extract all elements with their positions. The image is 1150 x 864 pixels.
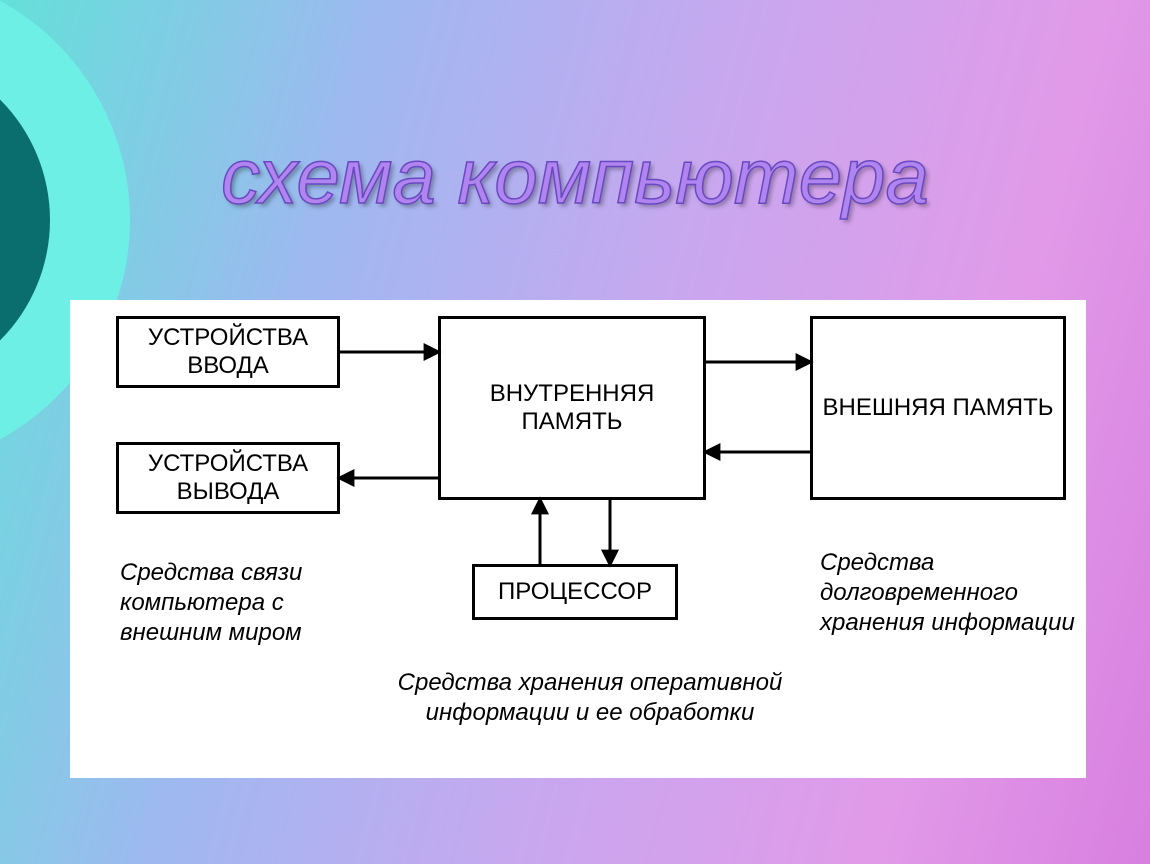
- slide-stage: схема компьютера УСТРОЙСТВА ВВОДА УСТРОЙ…: [0, 0, 1150, 864]
- diagram-arrows: [0, 0, 1150, 864]
